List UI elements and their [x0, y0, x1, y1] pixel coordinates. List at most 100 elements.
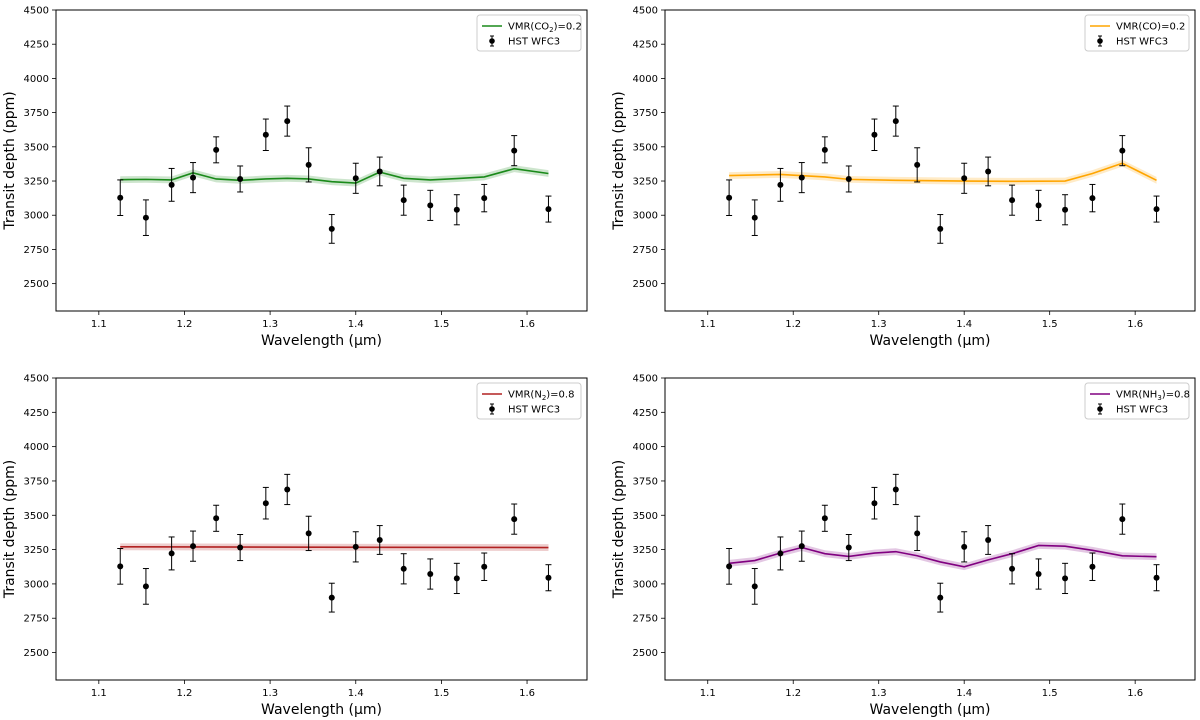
- x-tick-label: 1.5: [1042, 319, 1058, 330]
- data-point: [511, 147, 518, 154]
- data-point: [937, 594, 944, 601]
- legend-obs-marker: [1097, 406, 1103, 412]
- x-tick-label: 1.4: [956, 688, 972, 699]
- x-tick-label: 1.6: [519, 688, 535, 699]
- data-point: [213, 146, 220, 153]
- data-point: [892, 118, 899, 125]
- y-tick-label: 3500: [24, 511, 49, 522]
- y-tick-label: 2750: [633, 245, 658, 256]
- data-point: [777, 181, 784, 188]
- y-axis-label: Transit depth (ppm): [2, 91, 18, 230]
- data-point: [352, 175, 359, 182]
- chart-panel-top-right: 1.1 1.2 1.3 1.4 1.5 1.6 2500 2750 3000 3250 3500 37…: [611, 6, 1196, 349]
- x-tick-label: 1.4: [956, 319, 972, 330]
- legend-box: [1084, 14, 1190, 52]
- y-tick-label: 2500: [24, 279, 49, 290]
- y-tick-label: 3000: [633, 211, 658, 222]
- data-point: [821, 146, 828, 153]
- data-point: [961, 543, 968, 550]
- data-point: [168, 181, 175, 188]
- data-point: [427, 202, 434, 209]
- x-tick-label: 1.1: [91, 319, 107, 330]
- data-point: [305, 161, 312, 168]
- x-tick-label: 1.3: [871, 319, 887, 330]
- y-tick-label: 2500: [633, 648, 658, 659]
- y-tick-label: 4250: [633, 408, 658, 419]
- legend-obs-label: HST WFC3: [508, 405, 560, 416]
- data-point: [545, 574, 552, 581]
- data-point: [751, 583, 758, 590]
- legend: VMR(CO2)=0.2 HST WFC3: [476, 14, 582, 52]
- legend-box: [476, 14, 582, 52]
- data-point: [845, 175, 852, 182]
- x-tick-label: 1.3: [262, 688, 278, 699]
- model-band: [120, 165, 549, 187]
- model-line: [120, 546, 549, 549]
- y-tick-label: 3500: [633, 511, 658, 522]
- y-tick-label: 3750: [633, 476, 658, 487]
- data-point: [190, 543, 197, 550]
- data-point: [1089, 195, 1096, 202]
- data-point: [142, 214, 149, 221]
- legend-obs-label: HST WFC3: [508, 37, 560, 48]
- data-point: [1009, 565, 1016, 572]
- x-tick-label: 1.6: [1127, 319, 1143, 330]
- legend-model-label: VMR(CO2)=0.2: [508, 22, 582, 35]
- data-point: [1035, 571, 1042, 578]
- y-tick-label: 4500: [24, 374, 49, 385]
- y-tick-label: 4250: [24, 408, 49, 419]
- plot-frame: [664, 377, 1196, 681]
- data-point: [914, 530, 921, 537]
- data-point: [798, 543, 805, 550]
- data-point: [726, 194, 733, 201]
- y-tick-label: 4500: [633, 374, 658, 385]
- y-tick-label: 3750: [24, 108, 49, 119]
- model-line: [120, 167, 549, 184]
- plot-frame: [55, 377, 588, 681]
- data-point: [328, 225, 335, 232]
- legend: VMR(N2)=0.8 HST WFC3: [476, 382, 582, 420]
- data-point: [190, 174, 197, 181]
- data-point: [213, 515, 220, 522]
- chart-panel-bottom-left: 1.1 1.2 1.3 1.4 1.5 1.6 2500 2750 3000 3250 3500 37…: [2, 374, 588, 718]
- x-tick-label: 1.2: [177, 319, 193, 330]
- y-tick-label: 3500: [633, 142, 658, 153]
- x-tick-label: 1.1: [91, 688, 107, 699]
- data-point: [481, 195, 488, 202]
- data-point: [427, 571, 434, 578]
- legend-box: [476, 382, 582, 420]
- data-point: [1062, 575, 1069, 582]
- legend-obs-marker: [489, 406, 495, 412]
- data-point: [237, 544, 244, 551]
- x-tick-label: 1.5: [1042, 688, 1058, 699]
- data-point: [400, 565, 407, 572]
- y-tick-label: 3000: [24, 579, 49, 590]
- x-tick-label: 1.6: [519, 319, 535, 330]
- y-tick-label: 2750: [24, 245, 49, 256]
- y-tick-label: 4000: [24, 74, 49, 85]
- plot-frame: [664, 9, 1196, 312]
- y-tick-label: 3250: [633, 545, 658, 556]
- data-point: [237, 175, 244, 182]
- y-tick-label: 3000: [633, 579, 658, 590]
- y-tick-label: 3250: [633, 177, 658, 188]
- y-axis-label: Transit depth (ppm): [611, 460, 627, 599]
- y-tick-label: 4250: [633, 40, 658, 51]
- data-point: [328, 594, 335, 601]
- chart-panel-top-left: 1.1 1.2 1.3 1.4 1.5 1.6 2500 2750 3000 3250 3500 37…: [2, 6, 588, 349]
- data-point: [726, 563, 733, 570]
- data-point: [914, 161, 921, 168]
- y-tick-label: 3250: [24, 545, 49, 556]
- legend-obs-label: HST WFC3: [1116, 37, 1168, 48]
- data-point: [777, 550, 784, 557]
- data-point: [1153, 206, 1160, 213]
- data-point: [284, 486, 291, 493]
- data-point: [985, 168, 992, 175]
- x-tick-label: 1.1: [700, 688, 716, 699]
- model-line: [729, 544, 1157, 568]
- x-tick-label: 1.6: [1127, 688, 1143, 699]
- data-point: [453, 206, 460, 213]
- data-point: [262, 500, 269, 507]
- chart-panel-bottom-right: 1.1 1.2 1.3 1.4 1.5 1.6 2500 2750 3000 3250 3500 37…: [611, 374, 1196, 718]
